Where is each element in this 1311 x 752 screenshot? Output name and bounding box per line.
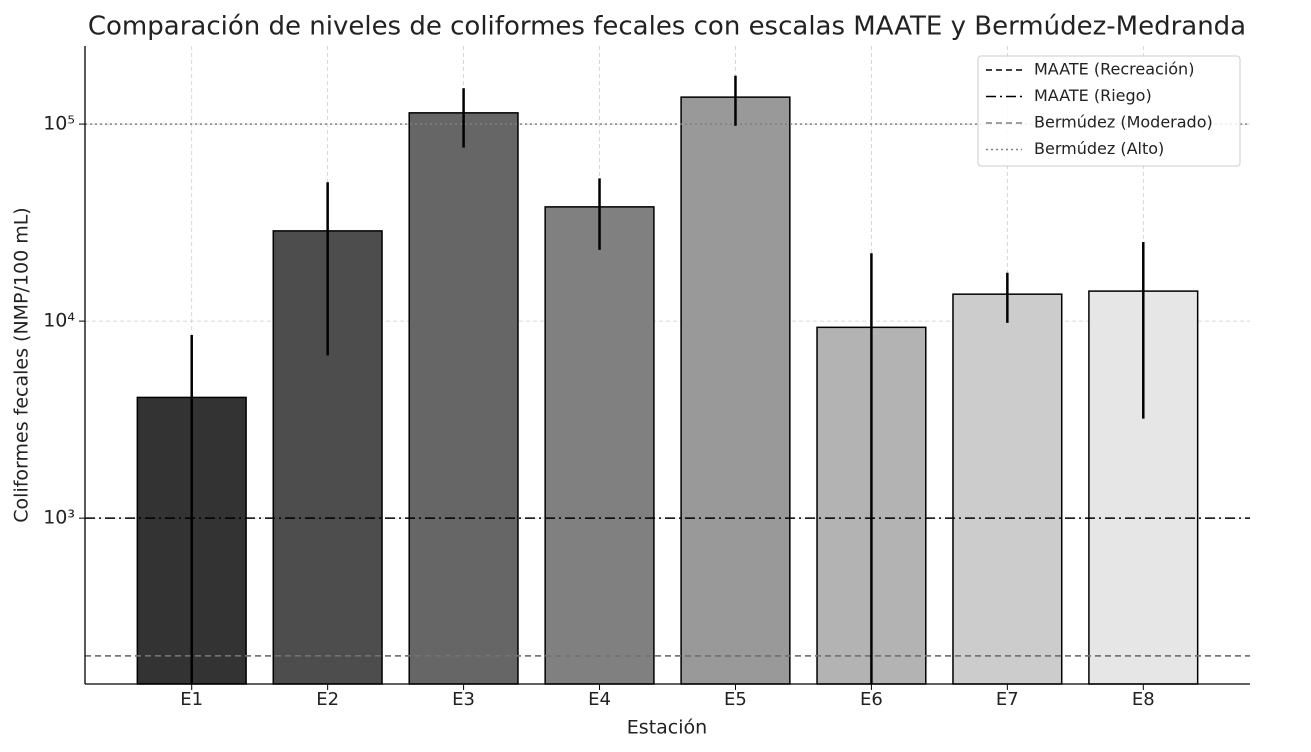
ticks: 10³ 10⁴ 10⁵ E1 E2 E3 E4 E5 E6 E7 E8 (43, 113, 1154, 710)
y-axis-label: Coliformes fecales (NMP/100 mL) (11, 207, 33, 522)
x-axis-label: Estación (627, 717, 707, 739)
x-tick-label: E8 (1132, 689, 1155, 710)
legend-label: MAATE (Riego) (1034, 86, 1152, 105)
reference-lines (85, 123, 1250, 657)
legend-label: Bermúdez (Moderado) (1034, 113, 1213, 132)
error-bars (190, 75, 1145, 684)
y-tick-label: 10³ (43, 507, 75, 529)
legend-box (977, 55, 1241, 167)
bar (408, 112, 519, 685)
y-tick-label: 10⁵ (43, 113, 75, 135)
bar (544, 206, 655, 685)
x-tick-label: E4 (588, 689, 611, 710)
legend-label: Bermúdez (Alto) (1034, 139, 1164, 158)
legend: MAATE (Recreación) MAATE (Riego) Bermúdez … (977, 55, 1241, 167)
x-tick-label: E7 (996, 689, 1019, 710)
x-tick-label: E5 (724, 689, 747, 710)
chart-title: Comparación de niveles de coliformes fec… (88, 12, 1246, 42)
x-tick-label: E6 (860, 689, 883, 710)
x-tick-label: E3 (452, 689, 475, 710)
x-tick-label: E1 (180, 689, 203, 710)
bars (136, 96, 1199, 685)
bar (952, 293, 1063, 685)
x-tick-label: E2 (316, 689, 339, 710)
legend-label: MAATE (Recreación) (1034, 60, 1194, 79)
bar (680, 96, 791, 685)
y-tick-label: 10⁴ (43, 310, 75, 332)
